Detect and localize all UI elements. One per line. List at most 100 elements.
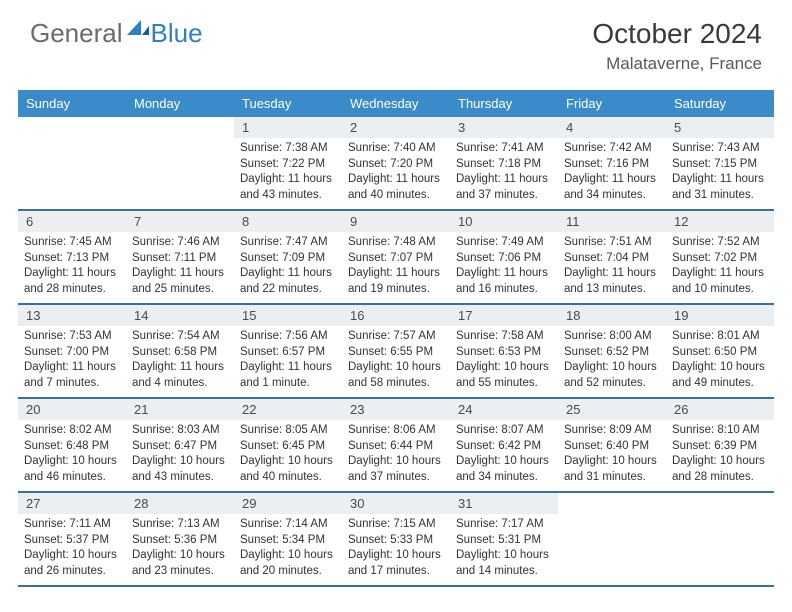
day-cell: 23Sunrise: 8:06 AMSunset: 6:44 PMDayligh… bbox=[342, 399, 450, 491]
daylight-line: Daylight: 10 hours and 37 minutes. bbox=[348, 454, 444, 485]
day-number-bar: 10 bbox=[450, 211, 558, 232]
daylight-line: Daylight: 10 hours and 31 minutes. bbox=[564, 454, 660, 485]
day-cell: 9Sunrise: 7:48 AMSunset: 7:07 PMDaylight… bbox=[342, 211, 450, 303]
sunset-line: Sunset: 6:42 PM bbox=[456, 439, 552, 455]
dow-header-cell: Monday bbox=[126, 90, 234, 117]
daylight-line: Daylight: 11 hours and 43 minutes. bbox=[240, 172, 336, 203]
sunrise-line: Sunrise: 7:45 AM bbox=[24, 235, 120, 251]
sunrise-line: Sunrise: 7:46 AM bbox=[132, 235, 228, 251]
sunset-line: Sunset: 5:34 PM bbox=[240, 533, 336, 549]
empty-cell bbox=[126, 117, 234, 209]
sunset-line: Sunset: 7:00 PM bbox=[24, 345, 120, 361]
sunrise-line: Sunrise: 8:05 AM bbox=[240, 423, 336, 439]
day-cell: 7Sunrise: 7:46 AMSunset: 7:11 PMDaylight… bbox=[126, 211, 234, 303]
day-cell: 29Sunrise: 7:14 AMSunset: 5:34 PMDayligh… bbox=[234, 493, 342, 585]
sunset-line: Sunset: 5:36 PM bbox=[132, 533, 228, 549]
daylight-line: Daylight: 10 hours and 58 minutes. bbox=[348, 360, 444, 391]
dow-header-row: SundayMondayTuesdayWednesdayThursdayFrid… bbox=[18, 90, 774, 117]
day-number-bar: 21 bbox=[126, 399, 234, 420]
daylight-line: Daylight: 10 hours and 52 minutes. bbox=[564, 360, 660, 391]
sunset-line: Sunset: 7:06 PM bbox=[456, 251, 552, 267]
sunset-line: Sunset: 7:09 PM bbox=[240, 251, 336, 267]
day-number: 20 bbox=[26, 402, 118, 417]
day-number: 16 bbox=[350, 308, 442, 323]
day-number: 7 bbox=[134, 214, 226, 229]
brand-logo: General Blue bbox=[30, 18, 203, 49]
day-cell: 1Sunrise: 7:38 AMSunset: 7:22 PMDaylight… bbox=[234, 117, 342, 209]
day-number-bar: 17 bbox=[450, 305, 558, 326]
daylight-line: Daylight: 11 hours and 10 minutes. bbox=[672, 266, 768, 297]
day-cell: 25Sunrise: 8:09 AMSunset: 6:40 PMDayligh… bbox=[558, 399, 666, 491]
day-number: 18 bbox=[566, 308, 658, 323]
day-cell: 3Sunrise: 7:41 AMSunset: 7:18 PMDaylight… bbox=[450, 117, 558, 209]
day-number: 6 bbox=[26, 214, 118, 229]
sunrise-line: Sunrise: 7:41 AM bbox=[456, 141, 552, 157]
sunrise-line: Sunrise: 7:38 AM bbox=[240, 141, 336, 157]
day-number-bar: 28 bbox=[126, 493, 234, 514]
sunrise-line: Sunrise: 8:06 AM bbox=[348, 423, 444, 439]
day-number-bar: 27 bbox=[18, 493, 126, 514]
day-number-bar: 15 bbox=[234, 305, 342, 326]
sunrise-line: Sunrise: 7:47 AM bbox=[240, 235, 336, 251]
day-cell: 4Sunrise: 7:42 AMSunset: 7:16 PMDaylight… bbox=[558, 117, 666, 209]
sunset-line: Sunset: 6:48 PM bbox=[24, 439, 120, 455]
sunrise-line: Sunrise: 7:42 AM bbox=[564, 141, 660, 157]
daylight-line: Daylight: 10 hours and 46 minutes. bbox=[24, 454, 120, 485]
location-subtitle: Malataverne, France bbox=[592, 54, 762, 74]
header: General Blue October 2024 Malataverne, F… bbox=[0, 0, 792, 82]
daylight-line: Daylight: 11 hours and 40 minutes. bbox=[348, 172, 444, 203]
day-number-bar: 22 bbox=[234, 399, 342, 420]
sunset-line: Sunset: 6:39 PM bbox=[672, 439, 768, 455]
day-number: 31 bbox=[458, 496, 550, 511]
day-cell: 11Sunrise: 7:51 AMSunset: 7:04 PMDayligh… bbox=[558, 211, 666, 303]
dow-header-cell: Friday bbox=[558, 90, 666, 117]
daylight-line: Daylight: 11 hours and 7 minutes. bbox=[24, 360, 120, 391]
daylight-line: Daylight: 10 hours and 23 minutes. bbox=[132, 548, 228, 579]
day-number: 8 bbox=[242, 214, 334, 229]
day-number-bar: 3 bbox=[450, 117, 558, 138]
sunrise-line: Sunrise: 7:57 AM bbox=[348, 329, 444, 345]
day-cell: 2Sunrise: 7:40 AMSunset: 7:20 PMDaylight… bbox=[342, 117, 450, 209]
daylight-line: Daylight: 11 hours and 1 minute. bbox=[240, 360, 336, 391]
day-number: 29 bbox=[242, 496, 334, 511]
daylight-line: Daylight: 10 hours and 28 minutes. bbox=[672, 454, 768, 485]
empty-cell bbox=[666, 493, 774, 585]
day-cell: 24Sunrise: 8:07 AMSunset: 6:42 PMDayligh… bbox=[450, 399, 558, 491]
daylight-line: Daylight: 10 hours and 26 minutes. bbox=[24, 548, 120, 579]
sunset-line: Sunset: 6:47 PM bbox=[132, 439, 228, 455]
day-number: 26 bbox=[674, 402, 766, 417]
sunset-line: Sunset: 7:04 PM bbox=[564, 251, 660, 267]
day-number-bar: 24 bbox=[450, 399, 558, 420]
sunset-line: Sunset: 5:37 PM bbox=[24, 533, 120, 549]
sunset-line: Sunset: 7:22 PM bbox=[240, 157, 336, 173]
day-cell: 13Sunrise: 7:53 AMSunset: 7:00 PMDayligh… bbox=[18, 305, 126, 397]
dow-header-cell: Tuesday bbox=[234, 90, 342, 117]
day-number-bar: 14 bbox=[126, 305, 234, 326]
week-row: 20Sunrise: 8:02 AMSunset: 6:48 PMDayligh… bbox=[18, 399, 774, 493]
day-cell: 21 Sunrise: 8:03 AMSunset: 6:47 PMDayligh… bbox=[126, 399, 234, 491]
day-cell: 20Sunrise: 8:02 AMSunset: 6:48 PMDayligh… bbox=[18, 399, 126, 491]
daylight-line: Daylight: 10 hours and 17 minutes. bbox=[348, 548, 444, 579]
day-number: 21 bbox=[134, 402, 226, 417]
brand-text-blue: Blue bbox=[151, 18, 203, 49]
day-number-bar: 5 bbox=[666, 117, 774, 138]
day-cell: 10Sunrise: 7:49 AMSunset: 7:06 PMDayligh… bbox=[450, 211, 558, 303]
week-row: 6 Sunrise: 7:45 AMSunset: 7:13 PM Daylight… bbox=[18, 211, 774, 305]
day-number: 27 bbox=[26, 496, 118, 511]
sunset-line: Sunset: 7:18 PM bbox=[456, 157, 552, 173]
sunset-line: Sunset: 7:13 PM bbox=[24, 251, 120, 267]
empty-cell bbox=[558, 493, 666, 585]
sunrise-line: Sunrise: 8:09 AM bbox=[564, 423, 660, 439]
day-number-bar: 11 bbox=[558, 211, 666, 232]
daylight-line: Daylight: 11 hours and 19 minutes. bbox=[348, 266, 444, 297]
day-number: 17 bbox=[458, 308, 550, 323]
sunrise-line: Sunrise: 7:48 AM bbox=[348, 235, 444, 251]
day-cell: 30Sunrise: 7:15 AMSunset: 5:33 PMDayligh… bbox=[342, 493, 450, 585]
daylight-line: Daylight: 10 hours and 43 minutes. bbox=[132, 454, 228, 485]
sunset-line: Sunset: 7:07 PM bbox=[348, 251, 444, 267]
day-number-bar: 12 bbox=[666, 211, 774, 232]
week-row: 1Sunrise: 7:38 AMSunset: 7:22 PMDaylight… bbox=[18, 117, 774, 211]
day-cell: 31Sunrise: 7:17 AMSunset: 5:31 PMDayligh… bbox=[450, 493, 558, 585]
sunrise-line: Sunrise: 8:03 AM bbox=[132, 423, 228, 439]
day-number: 5 bbox=[674, 120, 766, 135]
